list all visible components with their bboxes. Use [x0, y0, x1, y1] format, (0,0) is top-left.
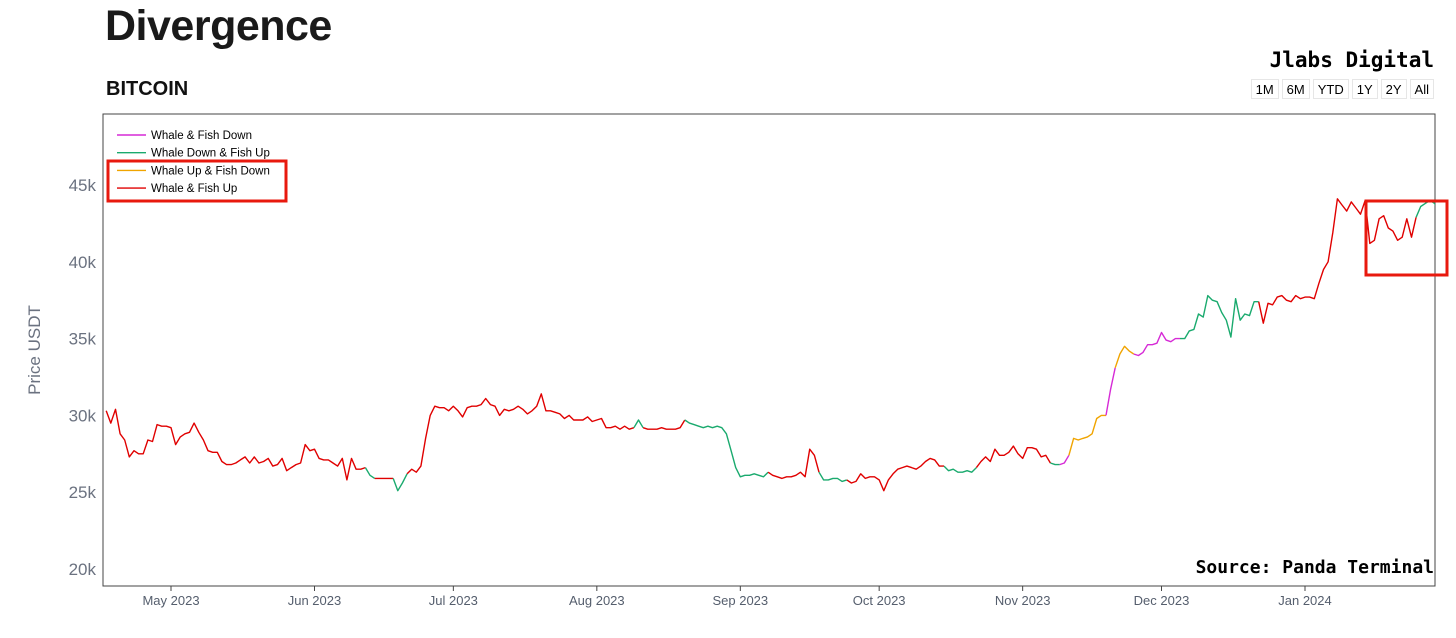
source-label: Source: Panda Terminal: [1195, 557, 1434, 578]
series-segment: [943, 465, 977, 473]
x-tick-label: Dec 2023: [1134, 593, 1190, 608]
end-segment-highlight-box: [1364, 199, 1449, 277]
legend: Whale & Fish Down Whale Down & Fish Up Wha…: [117, 130, 270, 195]
y-tick-label: 45k: [69, 176, 97, 195]
legend-highlight-box: [106, 159, 288, 203]
series-segment: [1258, 198, 1417, 324]
legend-item-label: Whale & Fish Up: [151, 183, 237, 195]
y-tick-label: 20k: [69, 560, 97, 579]
series-segment: [1068, 414, 1106, 456]
series-segment: [1050, 462, 1060, 466]
x-tick-label: Jan 2024: [1278, 593, 1332, 608]
series-segment: [684, 419, 769, 478]
y-tick-label: 25k: [69, 483, 97, 502]
x-tick-label: Sep 2023: [712, 593, 768, 608]
range-button-ytd[interactable]: YTD: [1312, 79, 1349, 99]
x-tick-label: Aug 2023: [569, 593, 625, 608]
x-tick-label: Jun 2023: [288, 593, 342, 608]
series-segment: [1180, 294, 1259, 340]
legend-item-label: Whale Down & Fish Up: [151, 148, 270, 160]
series-segment: [767, 448, 820, 480]
range-button-1m[interactable]: 1M: [1250, 79, 1279, 99]
legend-item-label: Whale & Fish Down: [151, 130, 252, 142]
x-tick-label: Nov 2023: [995, 593, 1051, 608]
range-selector: 1M 6M YTD 1Y 2Y All: [1250, 79, 1434, 99]
brand-label: Jlabs Digital: [1269, 48, 1434, 72]
series-segment: [846, 457, 944, 492]
y-axis: 20k 25k 30k 35k 40k 45k: [69, 176, 97, 579]
legend-item-label: Whale Up & Fish Down: [151, 165, 270, 177]
y-tick-label: 40k: [69, 253, 97, 272]
range-button-6m[interactable]: 6M: [1281, 79, 1310, 99]
series-segment: [1415, 199, 1435, 218]
chart-subtitle: BITCOIN: [106, 78, 189, 100]
series-segment: [818, 471, 848, 483]
y-axis-label: Price USDT: [25, 305, 44, 395]
highlight-boxes: [106, 159, 1449, 277]
range-button-2y[interactable]: 2Y: [1380, 79, 1407, 99]
chart-title: Divergence: [105, 2, 332, 50]
series-segment: [364, 467, 376, 479]
y-tick-label: 35k: [69, 330, 97, 349]
series-segment: [406, 393, 635, 475]
series-segment: [1114, 345, 1135, 369]
x-tick-label: Jul 2023: [429, 593, 478, 608]
y-tick-label: 30k: [69, 406, 97, 425]
series-segment: [642, 419, 686, 430]
series-segment: [105, 408, 366, 481]
series-segment: [633, 419, 644, 429]
series-segment: [392, 473, 408, 492]
series-segment: [1105, 367, 1116, 416]
range-button-1y[interactable]: 1Y: [1351, 79, 1378, 99]
range-button-all[interactable]: All: [1409, 79, 1434, 99]
series-segment: [1059, 454, 1070, 466]
series-segment: [1133, 331, 1180, 357]
x-tick-label: May 2023: [142, 593, 199, 608]
price-line: [105, 198, 1435, 492]
series-segment: [975, 445, 1052, 469]
x-tick-label: Oct 2023: [853, 593, 906, 608]
x-axis: May 2023 Jun 2023 Jul 2023 Aug 2023 Sep 2023…: [142, 586, 1332, 608]
plot-area: [102, 113, 1436, 587]
